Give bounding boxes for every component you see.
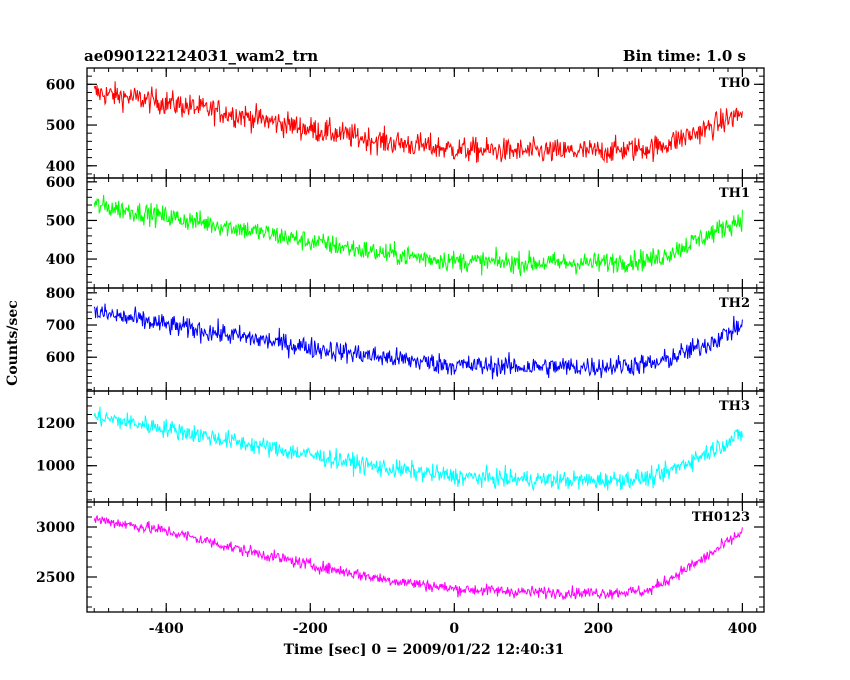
y-tick-label: 800 (46, 286, 75, 302)
panels-group: 400 500 600 TH0 400 500 600 TH1 600 700 800 TH2 1000… (36, 67, 765, 637)
bin-time-label: Bin time: 1.0 s (623, 47, 746, 65)
chart-title: ae090122124031_wam2_trn (84, 47, 318, 65)
y-tick-label: 2500 (36, 570, 75, 586)
panel-frame (86, 390, 765, 503)
y-tick-label: 600 (46, 350, 75, 366)
panel-th3: 1000 1200 TH3 (36, 390, 765, 503)
y-tick-label: 700 (46, 318, 75, 334)
panel-label-th2: TH2 (719, 296, 750, 311)
panel-th0: 400 500 600 TH0 (46, 67, 765, 179)
x-tick-label: 200 (584, 621, 613, 637)
x-axis-label: Time [sec] 0 = 2009/01/22 12:40:31 (284, 642, 565, 658)
y-tick-label: 3000 (36, 520, 75, 536)
x-tick-label: -400 (149, 621, 184, 637)
y-tick-label: 500 (46, 213, 75, 229)
y-axis-label: Counts/sec (5, 300, 21, 386)
y-tick-label: 600 (46, 77, 75, 93)
panel-th1: 400 500 600 TH1 (46, 175, 765, 289)
panel-th2: 600 700 800 TH2 (46, 286, 765, 392)
x-tick-label: -200 (293, 621, 328, 637)
y-tick-label: 400 (46, 159, 75, 175)
panel-frame (86, 501, 765, 613)
y-tick-label: 600 (46, 175, 75, 191)
x-tick-label: 0 (449, 621, 459, 637)
y-tick-label: 1200 (36, 416, 75, 432)
panel-label-th0: TH0 (719, 76, 750, 91)
series-line-th0 (93, 81, 743, 164)
y-tick-label: 500 (46, 118, 75, 134)
x-tick-label: 400 (728, 621, 757, 637)
y-tick-label: 1000 (36, 459, 75, 475)
series-line-th1 (93, 194, 743, 277)
series-line-th3 (93, 406, 743, 492)
y-tick-label: 400 (46, 252, 75, 268)
panel-label-th0123: TH0123 (692, 510, 750, 525)
panel-frame (86, 177, 765, 289)
panel-frame (86, 287, 765, 392)
panel-th0123: 2500 3000 TH0123 -400 -200 0 200 400 (36, 501, 765, 637)
panel-label-th3: TH3 (719, 399, 750, 414)
panel-label-th1: TH1 (719, 186, 750, 201)
series-line-th0123 (93, 515, 743, 600)
panel-frame (86, 67, 765, 179)
series-line-th2 (93, 303, 743, 380)
